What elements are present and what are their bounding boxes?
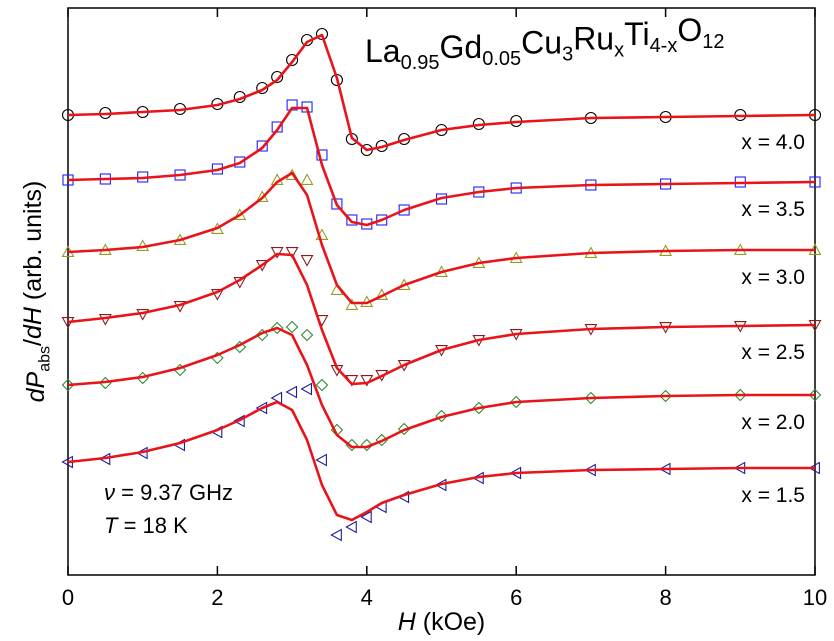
series-label: x = 2.5 <box>741 341 805 364</box>
text-part: (arb. units) <box>19 181 47 307</box>
plot-frame <box>67 7 816 576</box>
text-part: = 9.37 GHz <box>115 480 233 505</box>
text-part: Gd <box>440 29 483 65</box>
y-axis-label: dPabs/dH (arb. units) <box>19 181 54 403</box>
data-point <box>300 328 314 342</box>
data-point <box>233 414 245 428</box>
text-part: Cu <box>521 25 562 61</box>
data-point <box>330 528 342 542</box>
series-label: x = 1.5 <box>741 484 805 507</box>
data-point <box>285 320 299 334</box>
data-point <box>255 328 269 342</box>
data-point <box>808 461 820 475</box>
data-point <box>376 214 388 226</box>
text-part: 0.05 <box>482 48 521 70</box>
data-point <box>509 395 523 409</box>
series-label: x = 3.5 <box>741 198 805 221</box>
text-part: x <box>614 39 624 61</box>
data-point <box>270 321 284 335</box>
data-point <box>346 214 358 226</box>
data-point <box>808 388 822 402</box>
fit-line <box>67 252 816 386</box>
data-point <box>315 378 329 392</box>
data-point <box>286 53 299 67</box>
data-point <box>397 422 411 436</box>
text-part: ν <box>104 480 115 505</box>
data-point <box>659 389 672 403</box>
text-part: La <box>365 33 401 69</box>
text-part: (kOe) <box>416 608 485 636</box>
text-part: Ru <box>573 20 614 56</box>
annotation: T = 18 K <box>104 513 188 538</box>
text-part: 12 <box>702 31 724 53</box>
text-part: = 18 K <box>117 513 188 538</box>
data-point <box>584 391 598 405</box>
x-tick-label: 10 <box>803 585 827 610</box>
fit-line <box>67 171 815 305</box>
text-part: 4-x <box>650 35 678 57</box>
data-point <box>98 452 111 466</box>
x-tick-label: 0 <box>62 585 74 610</box>
fit-line <box>67 400 815 522</box>
text-part: 3 <box>562 44 573 66</box>
x-tick-label: 2 <box>211 585 223 610</box>
text-part: 0.95 <box>401 52 440 74</box>
data-point <box>360 510 372 524</box>
fit-line <box>67 106 816 227</box>
data-point <box>255 401 268 415</box>
data-point <box>734 388 747 402</box>
data-point <box>398 204 410 216</box>
annotation: ν = 9.37 GHz <box>104 480 233 505</box>
text-part: O <box>677 12 702 48</box>
x-tick-label: 8 <box>659 585 671 610</box>
text-part: dP <box>22 371 50 402</box>
text-part: abs <box>37 346 54 372</box>
data-point <box>210 289 224 301</box>
series-label: x = 3.0 <box>741 266 805 289</box>
x-axis-label: H (kOe) <box>398 608 486 636</box>
data-point <box>61 378 75 392</box>
x-tick-label: 4 <box>361 585 373 610</box>
data-point <box>136 446 148 460</box>
text-part: / <box>19 339 47 346</box>
data-point <box>300 173 314 185</box>
chart-title: La0.95Gd0.05Cu3RuxTi4-xO12 <box>365 12 725 74</box>
data-point <box>300 255 314 267</box>
data-point <box>315 453 327 467</box>
data-point <box>234 156 246 168</box>
data-point <box>256 81 269 95</box>
fit-line <box>67 326 815 449</box>
text-part: dH <box>19 306 47 339</box>
data-point <box>233 340 247 354</box>
data-point <box>300 382 312 396</box>
data-point <box>434 478 447 492</box>
data-point <box>345 520 357 534</box>
data-point <box>360 438 374 452</box>
series-label: x = 4.0 <box>741 131 805 154</box>
text-part: Ti <box>624 16 649 52</box>
data-point <box>472 471 484 485</box>
data-point <box>435 409 448 423</box>
series-label: x = 2.0 <box>741 411 805 434</box>
data-point <box>285 385 298 399</box>
data-point <box>331 198 343 210</box>
data-point <box>270 247 284 259</box>
text-part: H <box>398 608 417 636</box>
data-point <box>271 70 284 84</box>
data-point <box>285 247 299 259</box>
text-part: T <box>104 513 119 538</box>
data-point <box>315 27 329 41</box>
fit-line <box>67 33 816 152</box>
x-tick-label: 6 <box>510 585 522 610</box>
data-point <box>345 298 359 310</box>
data-point <box>256 140 268 152</box>
data-point <box>270 391 283 405</box>
